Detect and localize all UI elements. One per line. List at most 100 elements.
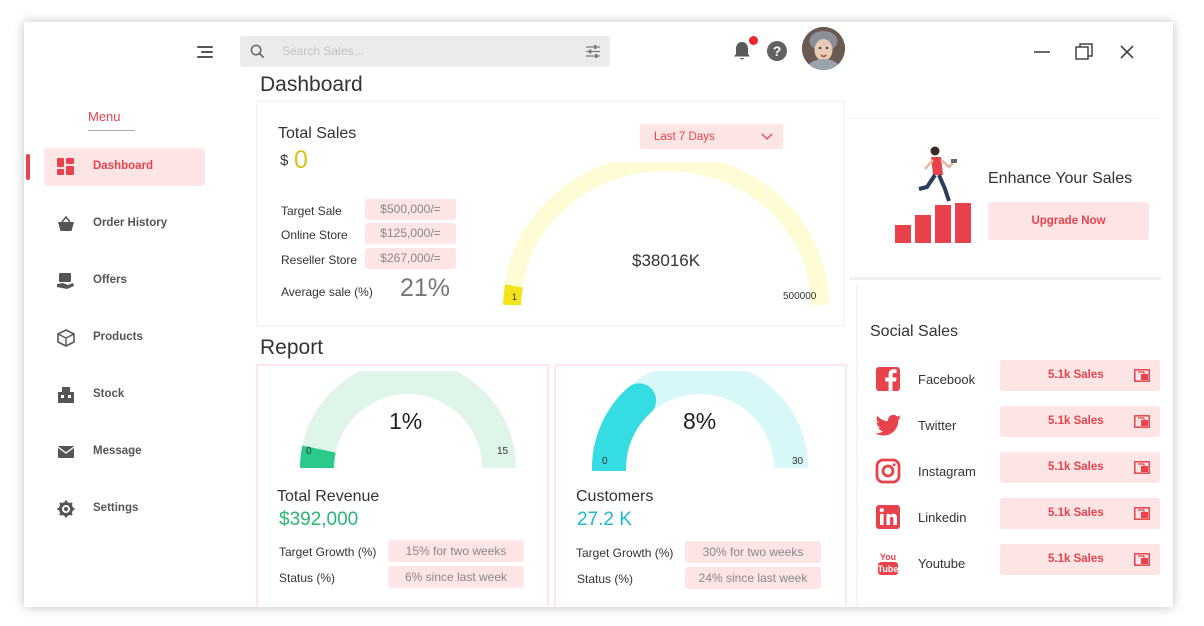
social-name: Instagram: [918, 464, 976, 479]
gauge-center-value: $38016K: [632, 251, 701, 270]
minimize-icon[interactable]: [1032, 42, 1052, 62]
close-icon[interactable]: [1117, 42, 1137, 62]
customers-gauge-min: 0: [602, 456, 608, 467]
social-row-linkedin: Linkedin 5.1k Sales: [874, 498, 1164, 531]
social-name: Linkedin: [918, 510, 967, 525]
sidebar-item-order-history[interactable]: Order History: [44, 205, 205, 243]
external-link-icon: [1134, 461, 1150, 474]
social-sales-value: 5.1k Sales: [1048, 461, 1104, 473]
sidebar-item-label: Stock: [93, 388, 125, 400]
average-sale-label: Average sale (%): [281, 285, 373, 299]
svg-text:You: You: [880, 552, 896, 562]
customers-target-label: Target Growth (%): [576, 546, 674, 560]
average-sale-value: 21%: [400, 274, 451, 302]
page-title: Dashboard: [260, 73, 363, 96]
social-name: Facebook: [918, 372, 976, 387]
svg-text:Tube: Tube: [878, 564, 899, 574]
active-indicator: [26, 154, 30, 180]
app-window: Search Sales... ? Menu Dashboard Order H…: [24, 22, 1173, 607]
customers-status-label: Status (%): [577, 572, 634, 586]
total-sales-label: Total Sales: [278, 125, 357, 142]
period-dropdown[interactable]: Last 7 Days: [640, 124, 783, 149]
online-store-value: $125,000/=: [365, 223, 456, 244]
period-dropdown-value: Last 7 Days: [654, 131, 715, 143]
menu-underline: [88, 130, 135, 131]
currency-symbol: $: [280, 152, 289, 169]
promo-card: Enhance Your Sales Upgrade Now: [849, 118, 1161, 280]
sidebar-item-label: Order History: [93, 217, 168, 229]
social-row-instagram: Instagram 5.1k Sales: [874, 452, 1164, 485]
total-revenue-label: Total Revenue: [277, 488, 380, 505]
sidebar-item-dashboard[interactable]: Dashboard: [44, 148, 205, 186]
customers-gauge-max: 30: [792, 456, 804, 467]
social-sales-title: Social Sales: [870, 323, 959, 340]
linkedin-icon[interactable]: [874, 503, 902, 531]
social-sales-value: 5.1k Sales: [1048, 415, 1104, 427]
social-row-twitter: Twitter 5.1k Sales: [874, 406, 1164, 439]
total-sales-gauge: [503, 162, 829, 306]
sidebar-item-products[interactable]: Products: [44, 319, 205, 357]
facebook-icon[interactable]: [874, 365, 902, 393]
sidebar-item-offers[interactable]: Offers: [44, 262, 205, 300]
sidebar-item-label: Products: [93, 331, 143, 343]
social-sales-button[interactable]: 5.1k Sales: [1000, 544, 1160, 575]
dashboard-icon: [57, 158, 74, 175]
promo-title: Enhance Your Sales: [988, 170, 1133, 187]
gauge-max-label: 500000: [783, 291, 817, 302]
search-input[interactable]: Search Sales...: [282, 44, 364, 58]
filter-icon[interactable]: [586, 45, 600, 58]
stock-icon: [58, 387, 74, 403]
chevron-down-icon: [761, 133, 773, 140]
customers-gauge-value: 8%: [683, 408, 717, 434]
sidebar-item-message[interactable]: Message: [44, 433, 205, 471]
revenue-target-label: Target Growth (%): [279, 545, 377, 559]
revenue-gauge: [300, 371, 516, 469]
external-link-icon: [1134, 415, 1150, 428]
sidebar-item-settings[interactable]: Settings: [44, 490, 205, 528]
search-bar[interactable]: Search Sales...: [240, 36, 610, 67]
total-sales-value: 0: [294, 146, 308, 174]
social-sales-button[interactable]: 5.1k Sales: [1000, 360, 1160, 391]
revenue-gauge-min: 0: [306, 446, 312, 457]
revenue-status-value: 6% since last week: [388, 566, 524, 588]
social-sales-value: 5.1k Sales: [1048, 369, 1104, 381]
social-row-youtube: You Tube Youtube 5.1k Sales: [874, 544, 1164, 577]
revenue-gauge-max: 15: [497, 446, 509, 457]
total-sales-card: Total Sales $ 0 Last 7 Days Target Sale …: [256, 100, 845, 327]
message-icon: [57, 446, 75, 458]
customers-status-value: 24% since last week: [685, 567, 821, 589]
online-store-label: Online Store: [281, 228, 348, 242]
customers-target-value: 30% for two weeks: [685, 541, 821, 563]
external-link-icon: [1134, 507, 1150, 520]
youtube-icon[interactable]: You Tube: [874, 549, 902, 577]
notification-bell-icon[interactable]: [733, 36, 758, 66]
offers-icon: [57, 273, 74, 289]
sidebar-item-label: Settings: [93, 502, 139, 514]
social-sales-button[interactable]: 5.1k Sales: [1000, 406, 1160, 437]
reseller-store-value: $267,000/=: [365, 248, 456, 269]
divider: [856, 284, 858, 607]
notification-dot: [749, 36, 758, 45]
target-sale-label: Target Sale: [281, 204, 342, 218]
basket-icon: [58, 215, 74, 231]
box-icon: [57, 329, 75, 347]
search-icon: [250, 44, 265, 59]
social-sales-button[interactable]: 5.1k Sales: [1000, 498, 1160, 529]
twitter-icon[interactable]: [874, 411, 902, 439]
sidebar-item-label: Message: [93, 445, 142, 457]
sidebar-item-label: Offers: [93, 274, 127, 286]
hamburger-menu-icon[interactable]: [197, 45, 213, 59]
maximize-icon[interactable]: [1074, 42, 1094, 62]
revenue-target-value: 15% for two weeks: [388, 540, 524, 562]
avatar[interactable]: [802, 27, 845, 70]
total-revenue-value: $392,000: [279, 509, 359, 530]
revenue-card: 1% 0 15 Total Revenue $392,000 Target Gr…: [256, 364, 549, 607]
social-sales-button[interactable]: 5.1k Sales: [1000, 452, 1160, 483]
sidebar-item-stock[interactable]: Stock: [44, 376, 205, 414]
external-link-icon: [1134, 369, 1150, 382]
instagram-icon[interactable]: [874, 457, 902, 485]
menu-label: Menu: [88, 109, 121, 124]
gauge-min-label: 1: [512, 292, 518, 302]
help-icon[interactable]: ?: [767, 41, 787, 61]
upgrade-now-button[interactable]: Upgrade Now: [988, 202, 1149, 240]
